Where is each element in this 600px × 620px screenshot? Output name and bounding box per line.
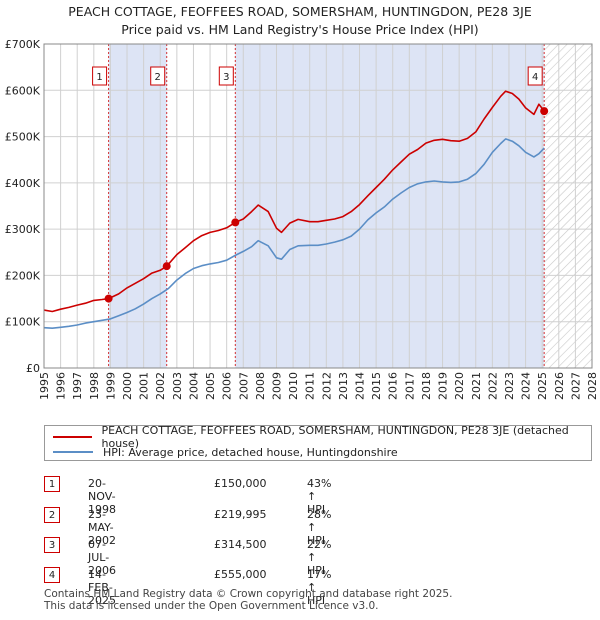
x-tick-label: 2017 xyxy=(403,372,416,400)
y-tick-label: £700K xyxy=(5,38,41,51)
x-tick-label: 2006 xyxy=(221,372,234,400)
transaction-number: 3 xyxy=(44,537,60,553)
y-tick-label: £600K xyxy=(5,84,41,97)
x-tick-label: 2026 xyxy=(553,372,566,400)
x-tick-label: 2012 xyxy=(320,372,333,400)
transaction-date: 07-JUL-2006 xyxy=(88,538,116,577)
x-tick-label: 2016 xyxy=(387,372,400,400)
transaction-price: £555,000 xyxy=(214,568,267,581)
transaction-number: 1 xyxy=(44,476,60,492)
footer-copyright: Contains HM Land Registry data © Crown c… xyxy=(44,588,453,600)
x-tick-label: 2001 xyxy=(138,372,151,400)
price-chart: 1 2 3 4 £0 £100K £200K £300K £400K £500K £600K £70… xyxy=(5,38,599,400)
y-tick-label: £200K xyxy=(5,269,41,282)
transaction-date: 23-MAY-2002 xyxy=(88,508,116,547)
legend-item-hpi: HPI: Average price, detached house, Hunt… xyxy=(53,445,398,459)
x-tick-label: 2025 xyxy=(536,372,549,400)
x-tick-label: 2009 xyxy=(270,372,283,400)
footer-licence: This data is licensed under the Open Gov… xyxy=(44,600,379,612)
x-tick-label: 2028 xyxy=(586,372,599,400)
x-tick-label: 2015 xyxy=(370,372,383,400)
x-tick-label: 2020 xyxy=(453,372,466,400)
sale-label-box xyxy=(92,66,108,86)
sale-point xyxy=(540,107,549,116)
x-tick-label: 2007 xyxy=(237,372,250,400)
transaction-hpi: 28% ↑ HPI xyxy=(307,508,332,547)
x-tick-label: 2024 xyxy=(520,372,533,400)
legend-swatch-property xyxy=(53,436,92,438)
legend-swatch-hpi xyxy=(53,451,93,453)
x-tick-label: 1996 xyxy=(55,372,68,400)
x-tick-label: 2027 xyxy=(569,372,582,400)
sale-point xyxy=(104,294,113,303)
plot-frame xyxy=(43,43,593,369)
x-tick-label: 2023 xyxy=(503,372,516,400)
x-tick-label: 2019 xyxy=(437,372,450,400)
sale-label-box xyxy=(527,66,543,86)
ownership-shade xyxy=(108,44,167,368)
footer: Contains HM Land Registry data © Crown c… xyxy=(44,588,452,612)
sale-point xyxy=(162,262,171,271)
sale-label-box xyxy=(218,66,234,86)
x-tick-label: 2018 xyxy=(420,372,433,400)
x-tick-label: 2003 xyxy=(171,372,184,400)
y-tick-label: £500K xyxy=(5,131,41,144)
x-tick-label: 2013 xyxy=(337,372,350,400)
transaction-hpi: 43% ↑ HPI xyxy=(307,477,332,516)
transaction-hpi: 22% ↑ HPI xyxy=(307,538,332,577)
sale-label-number: 2 xyxy=(155,72,161,83)
sale-label-box xyxy=(150,66,166,86)
x-tick-label: 2002 xyxy=(154,372,167,400)
legend: PEACH COTTAGE, FEOFFEES ROAD, SOMERSHAM,… xyxy=(44,424,592,461)
transaction-price: £150,000 xyxy=(214,477,267,490)
transaction-hpi: 17% ↑ HPI xyxy=(307,568,332,607)
x-tick-label: 2010 xyxy=(287,372,300,400)
transaction-price: £219,995 xyxy=(214,508,267,521)
legend-label-property: PEACH COTTAGE, FEOFFEES ROAD, SOMERSHAM,… xyxy=(101,424,569,450)
future-hatch xyxy=(544,44,592,368)
sale-point xyxy=(231,218,240,227)
x-tick-label: 2021 xyxy=(470,372,483,400)
x-tick-label: 2011 xyxy=(304,372,317,400)
x-tick-label: 1998 xyxy=(88,372,101,400)
series-line-hpi xyxy=(43,138,545,330)
x-tick-label: 2022 xyxy=(486,372,499,400)
legend-label-hpi: HPI: Average price, detached house, Hunt… xyxy=(103,445,398,459)
y-tick-label: £100K xyxy=(5,316,41,329)
x-tick-label: 2008 xyxy=(254,372,267,400)
transaction-date: 20-NOV-1998 xyxy=(88,477,116,516)
x-tick-label: 1997 xyxy=(71,372,84,400)
series-line-property xyxy=(43,90,545,313)
x-tick-label: 2000 xyxy=(121,372,134,400)
x-tick-label: 2004 xyxy=(187,372,200,400)
chart-title: PEACH COTTAGE, FEOFFEES ROAD, SOMERSHAM,… xyxy=(68,4,532,19)
transaction-date: 14-FEB-2025 xyxy=(88,568,116,607)
x-tick-label: 2005 xyxy=(204,372,217,400)
y-tick-label: £0 xyxy=(26,362,40,375)
y-tick-label: £300K xyxy=(5,223,41,236)
transaction-price: £314,500 xyxy=(214,538,267,551)
x-tick-label: 1995 xyxy=(38,372,51,400)
transaction-number: 2 xyxy=(44,507,60,523)
x-tick-label: 2014 xyxy=(354,372,367,400)
legend-item-property: PEACH COTTAGE, FEOFFEES ROAD, SOMERSHAM,… xyxy=(53,424,591,450)
sale-label-number: 1 xyxy=(96,72,102,83)
x-tick-label: 1999 xyxy=(104,372,117,400)
chart-subtitle: Price paid vs. HM Land Registry's House … xyxy=(121,22,479,37)
y-tick-label: £400K xyxy=(5,177,41,190)
sale-label-number: 3 xyxy=(223,72,229,83)
ownership-shade xyxy=(235,44,545,368)
transaction-number: 4 xyxy=(44,567,60,583)
sale-label-number: 4 xyxy=(532,72,538,83)
